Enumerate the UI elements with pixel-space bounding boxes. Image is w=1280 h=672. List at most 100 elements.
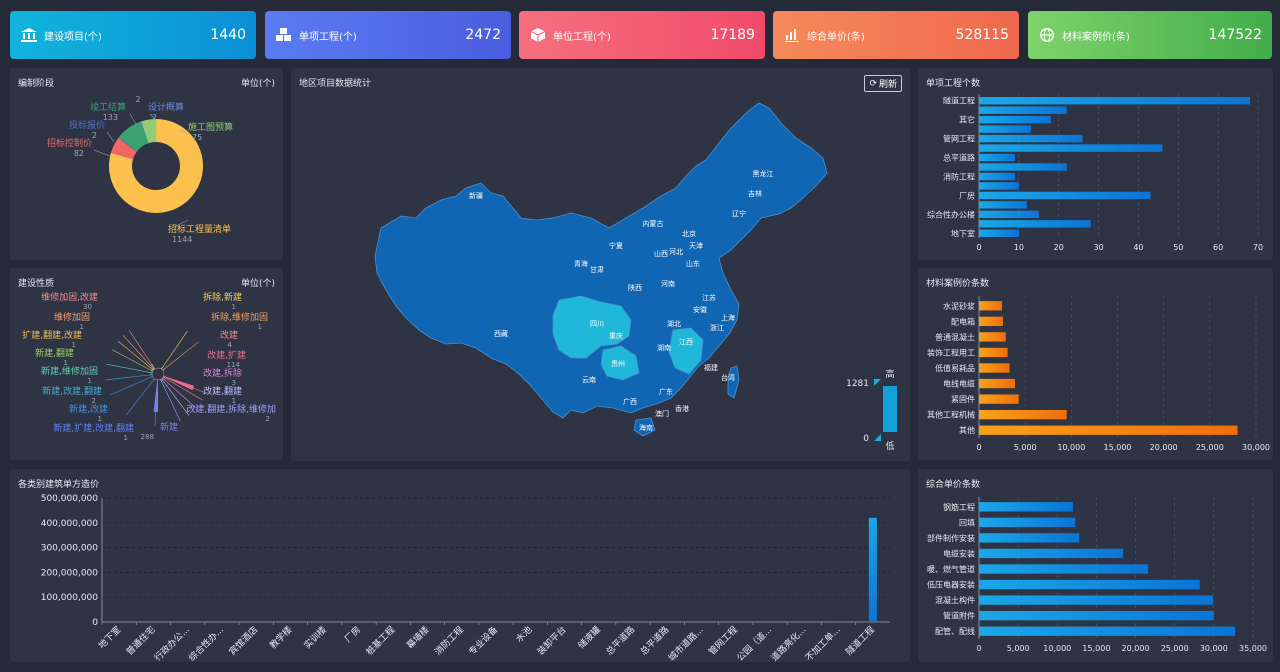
rose-label: 新建,扩建,改建,翻建 bbox=[53, 422, 134, 434]
card-value: 147522 bbox=[1208, 27, 1262, 43]
cubes-icon bbox=[275, 26, 293, 44]
y-tick-label: 装饰工程用工 bbox=[927, 347, 975, 357]
card-unit-prices[interactable]: 综合单价(条) 528115 bbox=[773, 11, 1019, 59]
leader-line bbox=[157, 373, 207, 394]
unit-price-panel: 综合单价条数 0 5,000 10,000 15,000 20,000 25,000 30,… bbox=[918, 469, 1273, 662]
rose-label: 新建,维修加固 bbox=[41, 365, 98, 377]
bar bbox=[979, 394, 1019, 404]
slice-label: 投标报价 bbox=[69, 119, 105, 131]
x-tick-label: 0 bbox=[976, 243, 981, 252]
x-tick-label: 30 bbox=[1093, 243, 1103, 252]
y-tick-label: 综合性办公楼 bbox=[927, 209, 975, 219]
rose-center bbox=[151, 367, 165, 381]
province-label: 北京 bbox=[682, 229, 696, 238]
rose-value: 1 bbox=[64, 359, 68, 367]
rose-value: 30 bbox=[83, 303, 92, 311]
bar bbox=[979, 378, 1016, 389]
slice-value: 2 bbox=[92, 131, 97, 140]
province-label: 上海 bbox=[721, 313, 735, 322]
card-single-projects[interactable]: 单项工程(个) 2472 bbox=[265, 11, 511, 59]
rose-label: 拆除,新建 bbox=[203, 291, 242, 303]
bar bbox=[979, 97, 1251, 105]
single-project-bar-chart[interactable]: 0 10 20 30 40 50 60 70 隧道工程其它管网工程总平道路消防工程厂房综合性办公… bbox=[918, 68, 1273, 260]
cube-icon bbox=[529, 26, 547, 44]
panel-unit: 单位(个) bbox=[240, 279, 275, 289]
card-unit-projects[interactable]: 单位工程(个) 17189 bbox=[519, 11, 765, 59]
jiangxi-highlight[interactable] bbox=[668, 327, 704, 375]
y-tick-label: 钢筋工程 bbox=[943, 502, 975, 512]
x-tick-label: 50 bbox=[1173, 243, 1183, 252]
bar bbox=[979, 144, 1163, 152]
taiwan-shape[interactable] bbox=[727, 365, 740, 399]
leader-line bbox=[125, 373, 159, 416]
leader-line bbox=[157, 373, 197, 409]
slice-value: 2 bbox=[135, 95, 140, 104]
china-map-shape[interactable] bbox=[374, 102, 828, 419]
panel-title: 综合单价条数 bbox=[926, 480, 981, 490]
y-tick-label: 电线电缆 bbox=[943, 379, 975, 389]
x-tick-label: 20,000 bbox=[1150, 443, 1178, 452]
x-tick-label: 10,000 bbox=[1043, 644, 1071, 653]
y-tick-label: 低压电器安装 bbox=[927, 580, 975, 590]
bar bbox=[979, 579, 1200, 590]
bar bbox=[979, 595, 1214, 605]
province-label: 内蒙古 bbox=[643, 219, 664, 228]
x-tick-label: 隧道工程 bbox=[843, 624, 877, 658]
unit-price-bar-chart[interactable]: 0 5,000 10,000 15,000 20,000 25,000 30,000 35,0… bbox=[918, 469, 1273, 662]
y-tick-label: 部件制作安装 bbox=[927, 533, 975, 543]
material-panel: 材料案例价条数 0 5,000 10,000 15,000 20,000 25,000 30… bbox=[918, 268, 1273, 460]
y-tick-label: 500,000,000 bbox=[41, 494, 99, 504]
bar bbox=[979, 201, 1027, 209]
y-tick-label: 管网工程 bbox=[943, 134, 975, 144]
rose-value: 4 bbox=[228, 341, 233, 349]
donut-slice bbox=[141, 119, 157, 144]
card-projects[interactable]: 建设项目(个) 1440 bbox=[10, 11, 256, 59]
rose-value: 2 bbox=[266, 415, 270, 423]
hainan-shape[interactable] bbox=[633, 417, 656, 437]
x-tick-label: 10 bbox=[1014, 243, 1024, 252]
leader-line bbox=[149, 113, 157, 121]
material-bar-chart[interactable]: 0 5,000 10,000 15,000 20,000 25,000 30,000 水泥砂浆… bbox=[918, 268, 1273, 460]
refresh-button[interactable]: ⟳ 刷新 bbox=[864, 75, 902, 92]
province-label: 福建 bbox=[704, 363, 718, 372]
card-material-prices[interactable]: 材料案例价(条) 147522 bbox=[1028, 11, 1272, 59]
province-label: 澳门 bbox=[655, 409, 669, 418]
rose-label: 改建 bbox=[220, 329, 238, 341]
y-tick-label: 电缆安装 bbox=[943, 548, 975, 558]
sichuan-highlight[interactable] bbox=[552, 295, 632, 359]
leader-line bbox=[157, 341, 199, 375]
leader-line bbox=[106, 373, 159, 381]
card-value: 2472 bbox=[465, 27, 501, 43]
legend-gradient-bar[interactable] bbox=[883, 386, 897, 432]
rose-value: 1 bbox=[124, 434, 128, 442]
leader-line bbox=[129, 113, 137, 125]
cost-panel: 各类别建筑单方造价 0 100,000,000 200,000,000 300,000… bbox=[10, 469, 910, 662]
rose-value: 1 bbox=[88, 377, 92, 385]
donut-slice bbox=[118, 137, 137, 152]
rose-value: 3 bbox=[232, 379, 236, 387]
panel-unit: 单位(个) bbox=[240, 79, 275, 89]
x-tick-label: 5,000 bbox=[1014, 443, 1037, 452]
nature-rose-chart[interactable]: 新建288改建,扩建114维修加固,改建30改建4维修加固1扩建,翻建,改建1新… bbox=[10, 268, 283, 460]
province-label: 湖南 bbox=[657, 343, 671, 352]
building-icon bbox=[20, 26, 38, 44]
card-label: 综合单价(条) bbox=[807, 31, 865, 43]
y-tick-label: 200,000,000 bbox=[41, 568, 99, 578]
rose-label: 改建,扩建 bbox=[207, 349, 246, 361]
card-value: 528115 bbox=[955, 27, 1009, 43]
cost-bar-chart[interactable]: 0 100,000,000 200,000,000 300,000,000 400,00… bbox=[10, 469, 910, 662]
donut-slice bbox=[118, 121, 149, 152]
province-label: 新疆 bbox=[469, 191, 483, 200]
x-tick-label: 普通住宅 bbox=[124, 624, 158, 658]
province-label: 青海 bbox=[574, 259, 588, 268]
bar bbox=[979, 316, 1004, 326]
guizhou-highlight[interactable] bbox=[600, 345, 640, 381]
slice-value: 75 bbox=[192, 133, 202, 142]
province-label: 四川 bbox=[590, 320, 604, 328]
bar bbox=[979, 332, 1006, 342]
rose-value: 1 bbox=[72, 341, 76, 349]
phase-donut-chart[interactable]: 招标工程量清单1144招标控制价82投标报价2竣工结算133设计概算2施工图预算… bbox=[10, 68, 283, 260]
bar bbox=[979, 301, 1003, 311]
panel-title: 地区项目数据统计 bbox=[299, 79, 372, 89]
